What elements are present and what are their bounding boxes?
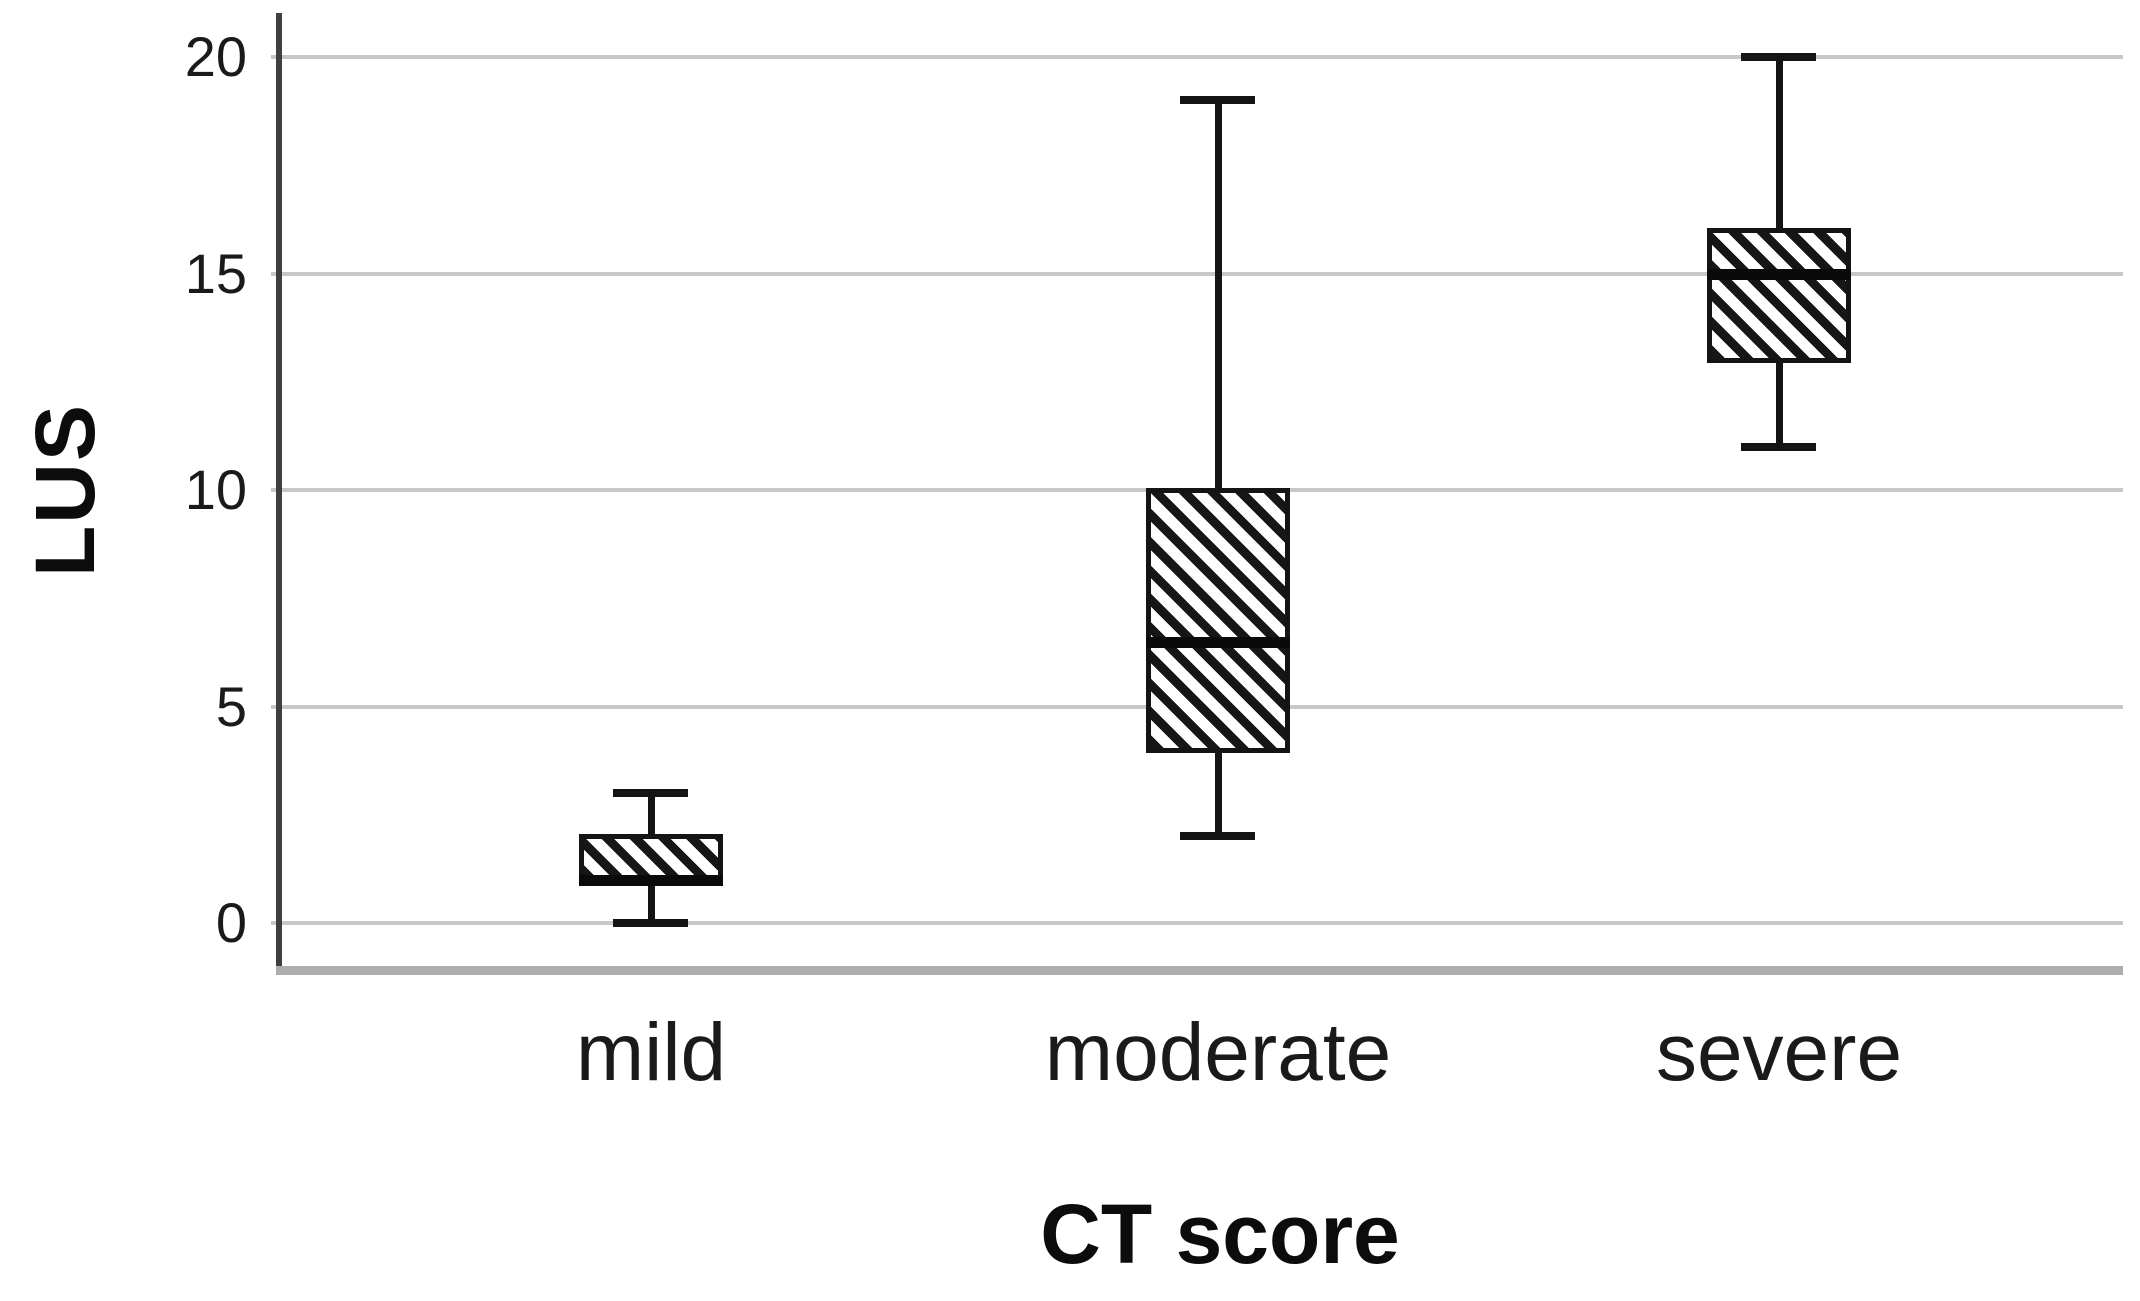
box-moderate [1146, 488, 1290, 753]
x-tick-label-moderate: moderate [1044, 1007, 1392, 1098]
y-tick-label: 5 [215, 674, 247, 738]
whisker-cap-low-moderate [1180, 832, 1255, 841]
box-mild [579, 834, 723, 883]
y-axis-line [276, 13, 282, 975]
whisker-cap-high-moderate [1180, 96, 1255, 105]
gridline [271, 271, 2123, 276]
whisker-lower-severe [1776, 360, 1783, 447]
gridline [271, 921, 2123, 925]
whisker-lower-moderate [1215, 749, 1222, 837]
y-tick-label: 20 [184, 25, 247, 88]
x-tick-label-severe: severe [1655, 1007, 1903, 1098]
gridline [271, 55, 2123, 59]
x-baseline [276, 966, 2123, 975]
box-severe [1707, 228, 1851, 364]
y-tick-label: 10 [184, 458, 247, 521]
whisker-cap-low-severe [1741, 442, 1816, 451]
y-tick-label: 0 [215, 891, 247, 954]
whisker-upper-moderate [1215, 100, 1222, 490]
whisker-upper-mild [648, 793, 655, 837]
x-axis-title: CT score [1040, 1187, 1400, 1281]
x-tick-label-mild: mild [575, 1007, 727, 1098]
whisker-cap-low-mild [613, 919, 688, 927]
whisker-upper-severe [1776, 57, 1783, 231]
median-severe [1707, 268, 1851, 280]
whisker-cap-high-severe [1741, 53, 1816, 61]
y-tick-label: 15 [184, 241, 247, 305]
median-mild [579, 874, 723, 886]
median-moderate [1146, 636, 1290, 648]
whisker-cap-high-mild [613, 789, 688, 798]
whisker-lower-mild [648, 879, 655, 923]
